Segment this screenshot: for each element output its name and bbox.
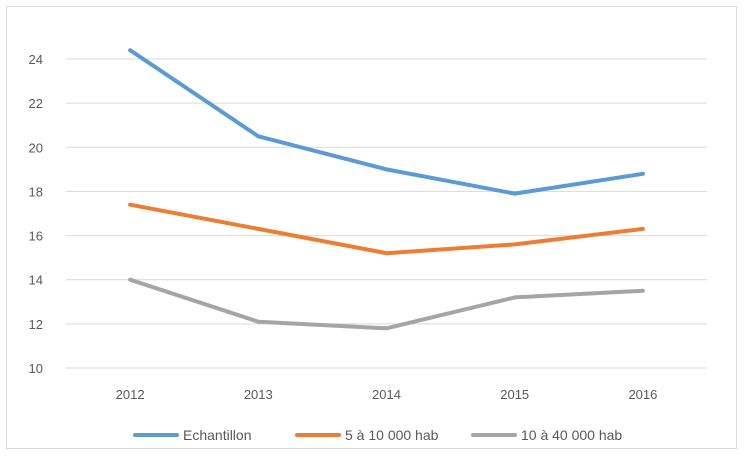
- series-line-1: [128, 48, 645, 196]
- x-tick-label: 2012: [116, 387, 145, 402]
- y-tick-label: 18: [29, 184, 43, 199]
- y-tick-label: 16: [29, 229, 43, 244]
- legend-label: 10 à 40 000 hab: [521, 427, 622, 443]
- series-line-3: [128, 277, 645, 331]
- line-chart: 10 12 14 16 18 20 22 24 2012 2013 2014 2015 2016 Ec…: [29, 48, 707, 443]
- legend-label: 5 à 10 000 hab: [345, 427, 439, 443]
- y-tick-label: 10: [29, 361, 43, 376]
- y-tick-label: 24: [29, 52, 43, 67]
- y-tick-label: 20: [29, 140, 43, 155]
- x-tick-label: 2013: [244, 387, 273, 402]
- gridlines: [66, 58, 707, 369]
- legend: Echantillon 5 à 10 000 hab 10 à 40 000 hab: [133, 427, 622, 443]
- series-line-2: [128, 202, 645, 256]
- x-tick-label: 2014: [372, 387, 401, 402]
- x-axis-ticks: 2012 2013 2014 2015 2016: [116, 387, 658, 402]
- y-tick-label: 14: [29, 273, 43, 288]
- y-tick-label: 12: [29, 317, 43, 332]
- chart-frame: 10 12 14 16 18 20 22 24 2012 2013 2014 2015 2016 Ec…: [6, 6, 737, 449]
- x-tick-label: 2016: [628, 387, 657, 402]
- y-axis-ticks: 10 12 14 16 18 20 22 24: [29, 52, 43, 376]
- x-tick-label: 2015: [500, 387, 529, 402]
- series-lines: [128, 48, 645, 331]
- y-tick-label: 22: [29, 96, 43, 111]
- legend-label: Echantillon: [183, 427, 252, 443]
